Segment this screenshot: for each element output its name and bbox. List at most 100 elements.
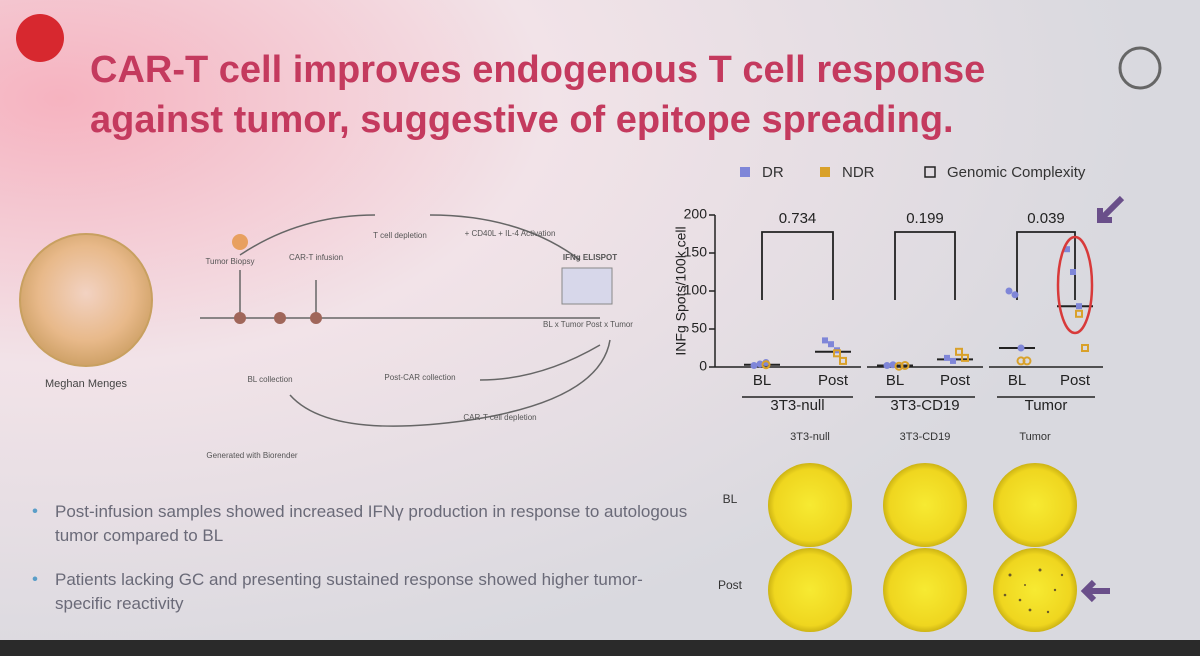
presenter-name: Meghan Menges [45,378,127,390]
legend-swatch [820,167,830,177]
point [1076,303,1082,310]
diagram-label: Generated with Biorender [206,451,298,460]
point [833,349,841,358]
point [839,356,847,365]
timepoint [310,312,322,324]
presenter-photo [19,233,153,367]
highlight [1056,235,1094,335]
y-tick-label: 150 [684,244,708,260]
diagram-label: + CD40L + IL-4 Activation [465,229,556,238]
p-value: 0.199 [906,210,944,227]
y-axis-label: INFg Spots/100k cell [673,226,689,355]
point [950,357,956,364]
well [993,548,1077,632]
x-tick-label: BL [1008,372,1026,389]
point [955,347,963,356]
bullet: Patients lacking GC and presenting susta… [55,570,643,613]
arrow [289,339,611,427]
point [822,337,828,344]
p-value: 0.734 [779,210,817,227]
p-value: 0.039 [1027,210,1065,227]
point [1005,287,1013,295]
x-tick-label: BL [886,372,904,389]
point [1064,246,1070,253]
point [750,361,758,369]
arrow [429,214,581,261]
well [768,463,852,547]
diagram-label: IFNg ELISPOT [563,253,617,262]
well-row-label: Post [718,578,743,592]
bullet: Post-infusion samples showed increased I… [55,502,688,545]
point [1075,309,1083,318]
point [944,354,950,361]
logo-right [1118,46,1162,90]
y-tick-label: 100 [684,282,708,298]
point [883,361,891,369]
legend-label: Genomic Complexity [947,164,1086,181]
logo-left [16,14,64,62]
well [883,463,967,547]
tumor-icon [232,234,248,250]
timepoint [234,312,246,324]
floor [0,640,1200,656]
point [961,353,969,362]
diagram-label: CAR-T infusion [289,253,343,262]
chart: DR NDR Genomic Complexity 0 50 100 150 200 INFg … [673,164,1125,592]
group-label: 3T3-CD19 [890,397,959,414]
x-tick-label: BL [753,372,771,389]
arrow [1080,579,1110,603]
diagram-label: Tumor Biopsy [205,257,254,266]
diagram-label: CAR-T cell depletion [463,413,536,422]
bullet-box: Patients lacking GC and presenting susta… [55,570,643,613]
diagram-label: BL x Tumor Post x Tumor [543,320,633,329]
schematic [200,214,611,427]
bracket [761,231,834,300]
arrow [239,214,376,256]
point [1070,269,1076,275]
bullet-marker: • [32,501,38,520]
arrow [1097,195,1125,223]
well-column-label: 3T3-CD19 [900,431,951,443]
bracket [1016,231,1076,300]
well [993,463,1077,547]
diagram-label: BL collection [247,375,292,384]
group-label: 3T3-null [770,397,824,414]
well-column-label: 3T3-null [790,431,830,443]
title-line: CAR-T cell improves endogenous T cell re… [90,49,985,91]
bullet-box: Post-infusion samples showed increased I… [55,502,688,545]
bracket [894,231,956,300]
arrow [479,344,601,381]
group-label: Tumor [1025,397,1068,414]
point [1011,291,1019,299]
title-line: against tumor, suggestive of epitope spr… [90,99,954,141]
spots [1003,568,1064,614]
well [883,548,967,632]
bullet-marker: • [32,569,38,588]
well-row-label: BL [723,492,738,506]
y-tick-label: 200 [684,206,708,222]
legend-label: NDR [842,164,875,181]
x-tick-label: Post [940,372,971,389]
legend-label: DR [762,164,784,181]
x-tick-label: Post [818,372,849,389]
y-tick-label: 0 [699,358,707,374]
diagram-label: Post-CAR collection [384,373,455,382]
x-tick-label: Post [1060,372,1091,389]
point [1022,356,1032,366]
plate-icon [561,267,613,305]
timepoint [274,312,286,324]
wells [768,463,1110,632]
point [761,360,771,370]
point [900,360,910,370]
y-tick-label: 50 [691,320,707,336]
point [1017,344,1025,352]
diagram-label: T cell depletion [373,231,427,240]
well-column-label: Tumor [1019,431,1051,443]
legend-swatch [924,166,936,178]
well [768,548,852,632]
legend-swatch [740,167,750,177]
point [828,341,834,348]
